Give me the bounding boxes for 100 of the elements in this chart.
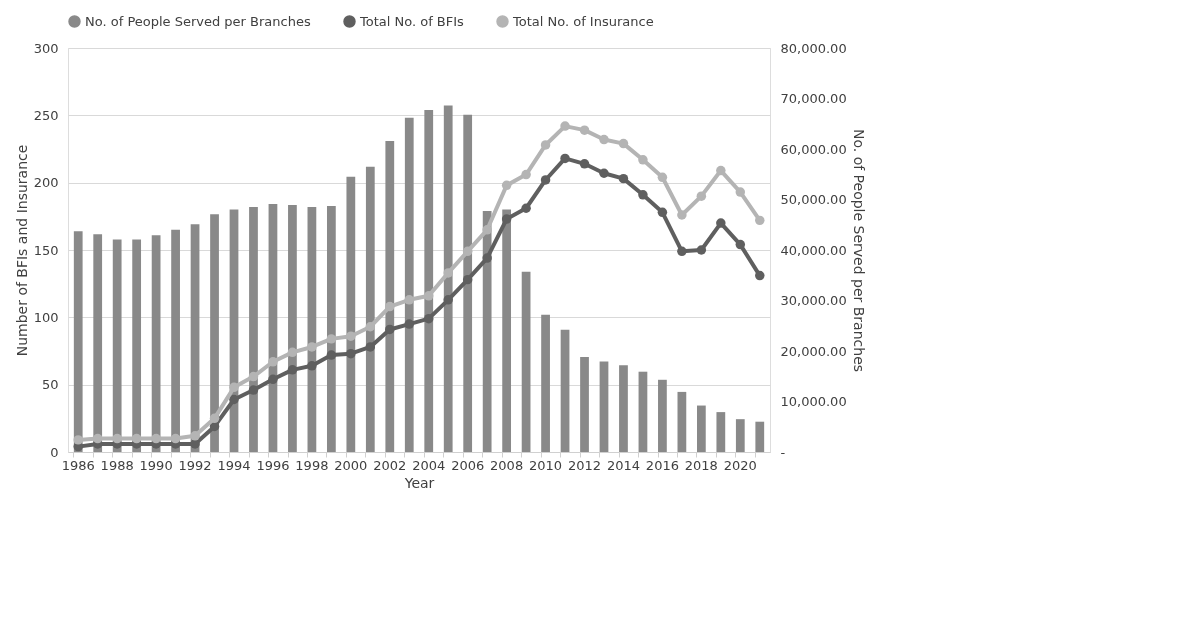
x-tick-label: 2018 [684, 457, 718, 473]
y2-tick-label: 70,000.00 [780, 91, 847, 106]
y2-tick-label: 60,000.00 [780, 141, 847, 157]
point [560, 153, 570, 164]
y2-tick-label: 20,000.00 [780, 343, 847, 359]
point [190, 431, 200, 441]
bar [658, 379, 667, 452]
point [423, 313, 434, 324]
y2-axis-title: No. of People Served per Branches [850, 128, 867, 373]
point [599, 168, 609, 178]
x-tick-label: 1996 [256, 457, 290, 473]
point [482, 225, 492, 235]
bar [716, 412, 726, 452]
point [677, 246, 687, 257]
x-tick-label: 2010 [529, 457, 563, 473]
point [346, 348, 356, 359]
bar [385, 140, 395, 452]
x-tick-label: 1990 [139, 457, 173, 473]
bar [482, 211, 492, 452]
point [170, 433, 181, 444]
bar [424, 110, 434, 452]
point [696, 191, 707, 201]
point [482, 253, 492, 263]
x-tick-label: 1998 [295, 457, 329, 473]
point [190, 439, 200, 449]
point [73, 435, 83, 445]
point [326, 350, 337, 360]
x-tick-label: 1992 [178, 457, 212, 473]
bar [463, 114, 473, 452]
point [716, 218, 726, 228]
legend-label: Total No. of Insurance [512, 13, 654, 29]
y-tick-label: 0 [50, 444, 59, 460]
bar [696, 405, 706, 452]
x-axis-title: Year [403, 474, 435, 491]
point [248, 371, 259, 382]
point [209, 413, 220, 424]
x-tick-label: 1994 [217, 457, 251, 473]
bar [288, 205, 297, 452]
bar [599, 361, 609, 452]
point [579, 159, 590, 169]
point [755, 215, 765, 226]
point [618, 138, 629, 149]
point [521, 203, 531, 213]
point [657, 172, 668, 183]
y-tick-label: 50 [41, 377, 59, 393]
point [462, 274, 473, 285]
point [521, 169, 531, 180]
bar [541, 314, 550, 452]
point [677, 210, 687, 220]
x-tick-label: 2006 [451, 457, 485, 473]
y2-tick-label: 10,000.00 [780, 394, 847, 409]
point [735, 187, 746, 197]
point [755, 270, 765, 281]
point [501, 214, 512, 224]
point [248, 385, 259, 395]
y2-tick-label: 30,000.00 [780, 293, 847, 308]
x-tick-label: 1986 [61, 457, 95, 473]
point [307, 342, 317, 352]
x-tick-label: 2014 [606, 457, 641, 473]
x-tick-label: 2016 [645, 457, 679, 473]
point [657, 207, 668, 218]
y2-tick-label: 50,000.00 [780, 192, 847, 207]
point [287, 347, 298, 358]
x-tick-label: 2002 [373, 457, 407, 473]
bar [502, 209, 512, 452]
bar [619, 365, 628, 452]
point [326, 334, 337, 344]
point [346, 331, 356, 341]
bar [132, 239, 142, 452]
point [268, 357, 278, 367]
bar [365, 166, 375, 452]
bar [346, 176, 356, 452]
legend-label: No. of People Served per Branches [85, 13, 311, 29]
bar [404, 117, 414, 452]
bar [560, 329, 570, 452]
x-tick-label: 2000 [334, 457, 368, 473]
x-tick-label: 2008 [490, 457, 524, 473]
y2-tick-label: 40,000.00 [780, 242, 847, 258]
bar [112, 239, 122, 452]
bar [580, 357, 589, 452]
bar [73, 231, 83, 452]
point [443, 295, 453, 305]
point [287, 365, 298, 375]
y-tick-label: 200 [33, 175, 59, 191]
point [501, 180, 512, 191]
point [365, 342, 376, 352]
x-tick-label: 2004 [412, 457, 446, 473]
y-tick-label: 250 [33, 107, 59, 123]
point [151, 433, 161, 444]
point [365, 322, 376, 332]
y-tick-label: 100 [33, 309, 59, 325]
point [599, 134, 609, 145]
point [462, 246, 473, 257]
point [638, 190, 648, 200]
y2-tick-label: 80,000.00 [780, 40, 847, 56]
bar [249, 207, 258, 452]
bar [638, 371, 648, 452]
bar [755, 421, 765, 452]
bar [677, 391, 687, 452]
point [229, 394, 239, 405]
